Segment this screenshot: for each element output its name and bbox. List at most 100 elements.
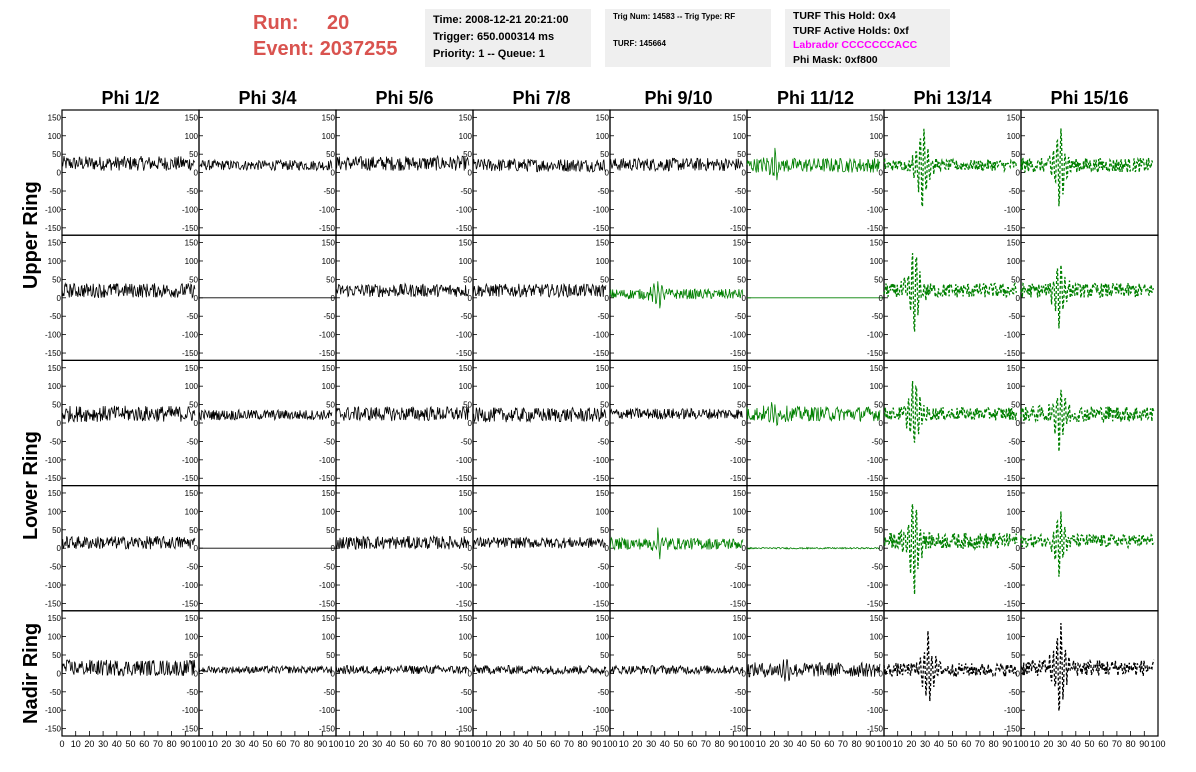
y-tick-label: -150: [593, 725, 610, 734]
y-tick-label: 150: [459, 113, 473, 122]
y-tick-label: 0: [57, 169, 62, 178]
y-tick-label: 150: [322, 113, 336, 122]
y-tick-label: -100: [45, 331, 62, 340]
waveform-trace: [883, 253, 1017, 332]
y-tick-label: 100: [870, 257, 884, 266]
y-tick-label: -150: [45, 725, 62, 734]
y-tick-label: 0: [742, 544, 747, 553]
y-tick-label: -150: [730, 349, 747, 358]
x-tick-label: 70: [564, 739, 574, 749]
x-tick-label: 80: [304, 739, 314, 749]
waveform-trace: [198, 408, 333, 422]
x-tick-label: 30: [372, 739, 382, 749]
y-tick-label: 150: [459, 489, 473, 498]
y-tick-label: 50: [52, 401, 61, 410]
waveform-trace: [609, 157, 744, 173]
y-tick-label: -50: [323, 187, 335, 196]
y-tick-label: -100: [867, 331, 884, 340]
y-tick-label: 150: [1007, 239, 1021, 248]
waveform-trace: [883, 630, 1018, 702]
y-tick-label: -100: [593, 706, 610, 715]
y-tick-label: -100: [730, 581, 747, 590]
y-tick-label: -150: [867, 224, 884, 233]
y-tick-label: -50: [871, 688, 883, 697]
x-tick-label: 80: [1126, 739, 1136, 749]
waveform-trace: [883, 128, 1018, 208]
y-tick-label: -100: [456, 456, 473, 465]
y-tick-label: 0: [57, 419, 62, 428]
y-tick-label: 100: [185, 382, 199, 391]
y-tick-label: 150: [596, 614, 610, 623]
y-tick-label: 0: [1016, 669, 1021, 678]
turf-hold-text: TURF This Hold: 0x4: [793, 10, 896, 22]
y-tick-label: -150: [1004, 474, 1021, 483]
x-tick-label: 100: [739, 739, 754, 749]
y-tick-label: -100: [730, 456, 747, 465]
y-tick-label: -150: [182, 599, 199, 608]
y-tick-label: -50: [597, 563, 609, 572]
y-tick-label: -50: [186, 312, 198, 321]
y-tick-label: -150: [45, 224, 62, 233]
x-tick-label: 60: [139, 739, 149, 749]
y-tick-label: -50: [734, 187, 746, 196]
waveform-trace: [746, 402, 881, 427]
y-tick-label: 50: [326, 401, 335, 410]
x-tick-label: 60: [824, 739, 834, 749]
y-tick-label: 100: [322, 132, 336, 141]
x-tick-label: 30: [646, 739, 656, 749]
y-tick-label: 100: [596, 507, 610, 516]
x-tick-label: 30: [1057, 739, 1067, 749]
x-tick-label: 60: [413, 739, 423, 749]
x-tick-label: 90: [728, 739, 738, 749]
waveform-trace: [609, 281, 744, 309]
y-tick-label: -100: [182, 456, 199, 465]
y-tick-label: -50: [186, 437, 198, 446]
waveform-trace: [335, 282, 470, 298]
y-tick-label: 50: [874, 526, 883, 535]
x-tick-label: 40: [523, 739, 533, 749]
x-tick-label: 10: [208, 739, 218, 749]
y-tick-label: -100: [730, 331, 747, 340]
x-tick-label: 70: [975, 739, 985, 749]
waveform-trace: [1020, 389, 1155, 452]
y-tick-label: 50: [463, 651, 472, 660]
y-tick-label: 100: [459, 382, 473, 391]
y-tick-label: 0: [194, 419, 199, 428]
x-tick-label: 100: [328, 739, 343, 749]
y-tick-label: -150: [867, 474, 884, 483]
y-tick-label: 150: [596, 489, 610, 498]
y-tick-label: -50: [323, 563, 335, 572]
y-tick-label: -50: [597, 187, 609, 196]
x-tick-label: 10: [345, 739, 355, 749]
panel-frame: [472, 359, 611, 487]
panel-frame: [883, 109, 1022, 236]
y-tick-label: 150: [459, 239, 473, 248]
y-tick-label: -100: [182, 581, 199, 590]
y-tick-label: 150: [870, 364, 884, 373]
y-tick-label: 0: [1016, 544, 1021, 553]
labrador-text: Labrador CCCCCCCACC: [793, 39, 918, 51]
y-tick-label: 100: [1007, 257, 1021, 266]
y-tick-label: 0: [879, 169, 884, 178]
y-tick-label: -50: [49, 563, 61, 572]
y-tick-label: 150: [185, 113, 199, 122]
y-tick-label: -50: [186, 688, 198, 697]
column-header: Phi 11/12: [777, 88, 854, 108]
waveform-trace: [1020, 264, 1154, 329]
x-tick-label: 100: [1013, 739, 1028, 749]
y-tick-label: 0: [468, 294, 473, 303]
x-tick-label: 30: [98, 739, 108, 749]
y-tick-label: -150: [730, 224, 747, 233]
y-tick-label: 100: [185, 507, 199, 516]
panel-frame: [746, 359, 885, 487]
y-tick-label: 50: [189, 150, 198, 159]
y-tick-label: -100: [1004, 205, 1021, 214]
panel-frame: [472, 234, 611, 361]
x-tick-label: 60: [276, 739, 286, 749]
y-tick-label: -100: [1004, 456, 1021, 465]
column-header: Phi 9/10: [644, 88, 712, 108]
y-tick-label: 150: [48, 364, 62, 373]
y-tick-label: 150: [1007, 113, 1021, 122]
y-tick-label: 50: [737, 401, 746, 410]
y-tick-label: 0: [742, 169, 747, 178]
